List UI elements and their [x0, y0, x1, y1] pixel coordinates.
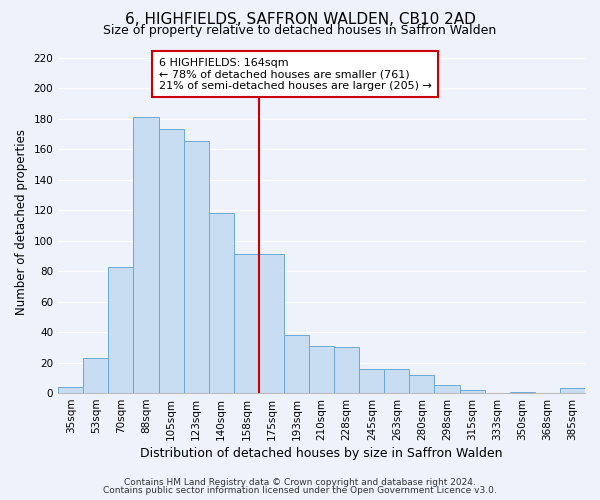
X-axis label: Distribution of detached houses by size in Saffron Walden: Distribution of detached houses by size …	[140, 447, 503, 460]
Bar	[334, 348, 359, 393]
Y-axis label: Number of detached properties: Number of detached properties	[15, 128, 28, 314]
Text: Size of property relative to detached houses in Saffron Walden: Size of property relative to detached ho…	[103, 24, 497, 37]
Bar	[109, 266, 133, 393]
Bar	[209, 213, 234, 393]
Bar	[460, 390, 485, 393]
Bar	[309, 346, 334, 393]
Bar	[284, 335, 309, 393]
Bar	[133, 117, 158, 393]
Bar	[409, 375, 434, 393]
Bar	[184, 142, 209, 393]
Bar	[83, 358, 109, 393]
Bar	[560, 388, 585, 393]
Bar	[58, 387, 83, 393]
Bar	[385, 368, 409, 393]
Bar	[359, 368, 385, 393]
Text: Contains HM Land Registry data © Crown copyright and database right 2024.: Contains HM Land Registry data © Crown c…	[124, 478, 476, 487]
Bar	[158, 130, 184, 393]
Text: 6, HIGHFIELDS, SAFFRON WALDEN, CB10 2AD: 6, HIGHFIELDS, SAFFRON WALDEN, CB10 2AD	[125, 12, 475, 28]
Bar	[234, 254, 259, 393]
Bar	[510, 392, 535, 393]
Bar	[259, 254, 284, 393]
Bar	[434, 386, 460, 393]
Text: 6 HIGHFIELDS: 164sqm
← 78% of detached houses are smaller (761)
21% of semi-deta: 6 HIGHFIELDS: 164sqm ← 78% of detached h…	[158, 58, 431, 91]
Text: Contains public sector information licensed under the Open Government Licence v3: Contains public sector information licen…	[103, 486, 497, 495]
